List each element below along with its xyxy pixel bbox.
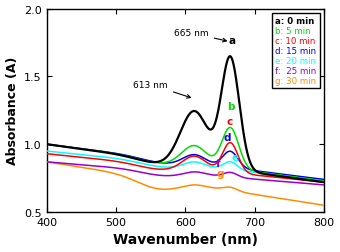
Text: g: g xyxy=(217,168,224,178)
X-axis label: Wavenumber (nm): Wavenumber (nm) xyxy=(113,233,258,246)
Text: f: f xyxy=(216,158,220,168)
Text: a: a xyxy=(229,36,236,46)
Text: d: d xyxy=(223,132,231,142)
Text: e: e xyxy=(232,152,239,163)
Text: c: c xyxy=(226,117,233,127)
Text: b: b xyxy=(227,102,235,112)
Text: 613 nm: 613 nm xyxy=(133,81,190,99)
Text: 665 nm: 665 nm xyxy=(174,29,226,43)
Y-axis label: Absorbance (A): Absorbance (A) xyxy=(5,57,19,165)
Legend: a: 0 min, b: 5 min, c: 10 min, d: 15 min, e: 20 min, f:  25 min, g: 30 min: a: 0 min, b: 5 min, c: 10 min, d: 15 min… xyxy=(272,14,320,89)
